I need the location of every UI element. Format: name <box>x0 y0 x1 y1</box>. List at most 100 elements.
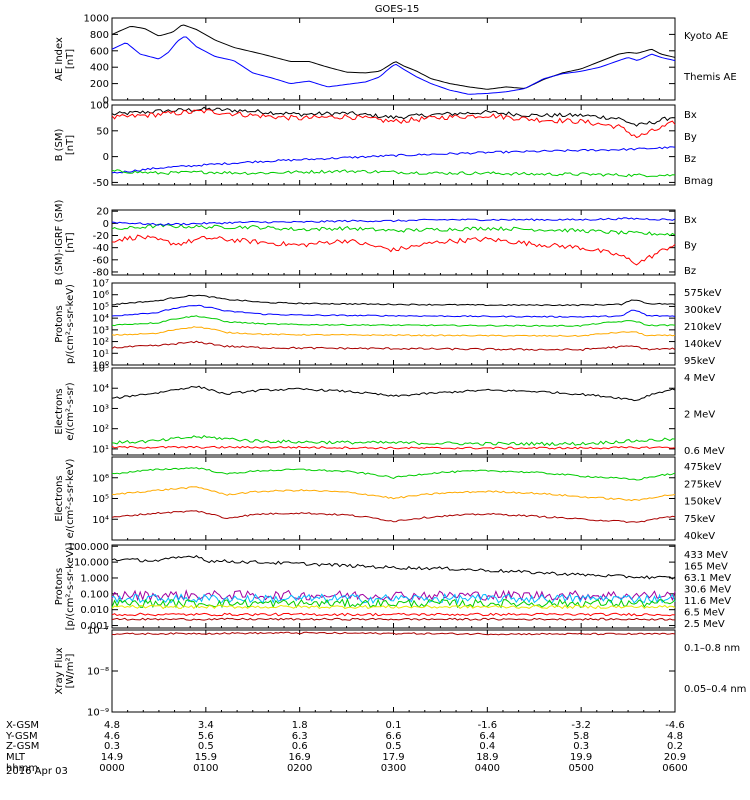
legend-entry: 2 MeV <box>684 410 715 421</box>
axis-row-value: 1.8 <box>292 720 308 731</box>
y-tick-label: 1.000 <box>80 573 109 584</box>
y-tick-label: 0 <box>103 96 109 107</box>
y-tick-label: 400 <box>90 63 109 74</box>
legend-entry: Bmag <box>684 176 713 187</box>
legend-entry: 63.1 MeV <box>684 573 731 584</box>
series-line-themis-ae <box>111 24 676 90</box>
panel-frame <box>111 17 676 101</box>
axis-row-value: -3.2 <box>571 720 591 731</box>
legend-entry: Bx <box>684 215 697 226</box>
legend-entry: Bz <box>684 266 696 277</box>
series-line-by <box>111 223 676 237</box>
axis-row-value: 5.6 <box>198 731 214 742</box>
legend-entry: 475keV <box>684 462 722 473</box>
series-line-bx <box>111 217 676 226</box>
y-tick-label: 10⁵ <box>92 302 109 313</box>
legend-entry: 150keV <box>684 497 722 508</box>
panel-frame <box>111 629 676 713</box>
legend-entry: 95keV <box>684 356 715 367</box>
series-line-30-6-mev <box>111 597 676 609</box>
y-tick-label: -40 <box>93 243 109 254</box>
axis-row-value: 6.4 <box>479 731 495 742</box>
axis-row-value: 19.9 <box>570 752 592 763</box>
axis-row-value: 6.3 <box>292 731 308 742</box>
y-axis-label: Xray Flux <box>54 647 65 694</box>
legend-entry: 11.6 MeV <box>684 596 731 607</box>
legend-entry: 0.6 MeV <box>684 446 725 457</box>
axis-row-value: 0.4 <box>479 741 495 752</box>
y-tick-label: 10⁰ <box>92 361 109 372</box>
y-axis-label: [nT] <box>65 232 76 252</box>
legend-entry: Bx <box>684 110 697 121</box>
legend-entry: 140keV <box>684 339 722 350</box>
legend-entry: 4 MeV <box>684 373 715 384</box>
legend-entry: 30.6 MeV <box>684 585 731 596</box>
time-axis-table: X-GSM 4.8 3.4 1.8 0.1 -1.6 -3.2 -4.6 Y-GSM 4.6 5.6… <box>5 720 688 774</box>
series-line-210kev <box>111 315 676 327</box>
axis-row-value: 0.5 <box>198 741 214 752</box>
y-tick-label: 10⁶ <box>92 473 109 484</box>
series-line-0-6-mev <box>111 385 676 402</box>
axis-row-value: 18.9 <box>476 752 498 763</box>
y-tick-label: 100.000 <box>68 542 109 553</box>
legend-entry: 210keV <box>684 322 722 333</box>
series-line-475kev <box>111 510 676 524</box>
axis-row-value: 5.8 <box>573 731 589 742</box>
axis-row-value: 15.9 <box>195 752 217 763</box>
time-tick-label: 0100 <box>193 763 218 774</box>
y-tick-label: 800 <box>90 30 109 41</box>
y-tick-label: 50 <box>96 126 109 137</box>
axis-row-value: 0.3 <box>573 741 589 752</box>
y-tick-label: 10¹ <box>92 444 109 455</box>
legend-entry: By <box>684 132 697 143</box>
panel-protons_mev: 0.001 0.010 0.100 1.000 10.000 100.000 Protons… <box>54 542 731 632</box>
legend-entry: 0.05–0.4 nm <box>684 684 746 695</box>
y-tick-label: 10¹ <box>92 349 109 360</box>
axis-row-label: MLT <box>6 752 26 763</box>
series-line-4-mev <box>111 445 676 450</box>
axis-row-value: 0.5 <box>386 741 402 752</box>
y-tick-label: 0.001 <box>80 621 109 632</box>
y-tick-label: 10.000 <box>74 558 109 569</box>
y-tick-label: 10² <box>92 424 109 435</box>
y-tick-label: 10³ <box>92 325 109 336</box>
series-line-bz <box>111 234 676 266</box>
y-tick-label: 600 <box>90 46 109 57</box>
y-axis-label: Electrons <box>54 388 65 434</box>
y-axis-label: [W/m²] <box>65 653 76 688</box>
panel-xray: 10⁻⁹ 10⁻⁸ 10⁻⁷ Xray Flux [W/m²] 0.1–0.8 nm 0.0… <box>54 626 746 719</box>
axis-row-value: 20.9 <box>664 752 686 763</box>
axis-row-value: 3.4 <box>198 720 214 731</box>
y-tick-label: 0 <box>103 152 109 163</box>
y-tick-label: 0.010 <box>80 605 109 616</box>
legend-entry: Bz <box>684 154 696 165</box>
y-tick-label: 10⁻⁹ <box>87 708 109 719</box>
series-line-kyoto-ae <box>111 36 676 95</box>
axis-row-value: 0.3 <box>104 741 120 752</box>
y-tick-label: 10⁵ <box>92 494 109 505</box>
axis-row-value: 4.8 <box>104 720 120 731</box>
y-axis-label: [nT] <box>65 135 76 155</box>
legend-entry: 575keV <box>684 288 722 299</box>
time-tick-label: 0400 <box>475 763 500 774</box>
series-line-2-5-mev <box>111 555 676 580</box>
legend-entry: 433 MeV <box>684 550 728 561</box>
y-axis-label: AE Index <box>54 37 65 81</box>
y-tick-label: 200 <box>90 79 109 90</box>
y-tick-label: 100 <box>90 101 109 112</box>
panel-frame <box>111 104 676 186</box>
y-axis-label: [p/(cm²-s-sr-keV)] <box>65 543 76 631</box>
panel-electrons_mev: 10¹ 10² 10³ 10⁴ 10⁵ Electrons e/(cm²-s-sr) 4 Me… <box>54 364 725 458</box>
panel-electrons_kev: 10⁴ 10⁵ 10⁶ Electrons e/(cm²-s-sr-keV) 475keV… <box>54 456 722 542</box>
y-tick-label: -80 <box>93 267 109 278</box>
axis-row-value: 16.9 <box>289 752 311 763</box>
date-label: 2016 Apr 03 <box>6 766 68 777</box>
series-line-11-6-mev <box>111 592 676 605</box>
series-line-63-1-mev <box>111 604 676 610</box>
axis-row-value: 6.6 <box>386 731 402 742</box>
series-line-0-1-0-8-nm <box>111 631 676 636</box>
series-line-95kev <box>111 294 676 307</box>
legend-entry: Themis AE <box>683 72 737 83</box>
